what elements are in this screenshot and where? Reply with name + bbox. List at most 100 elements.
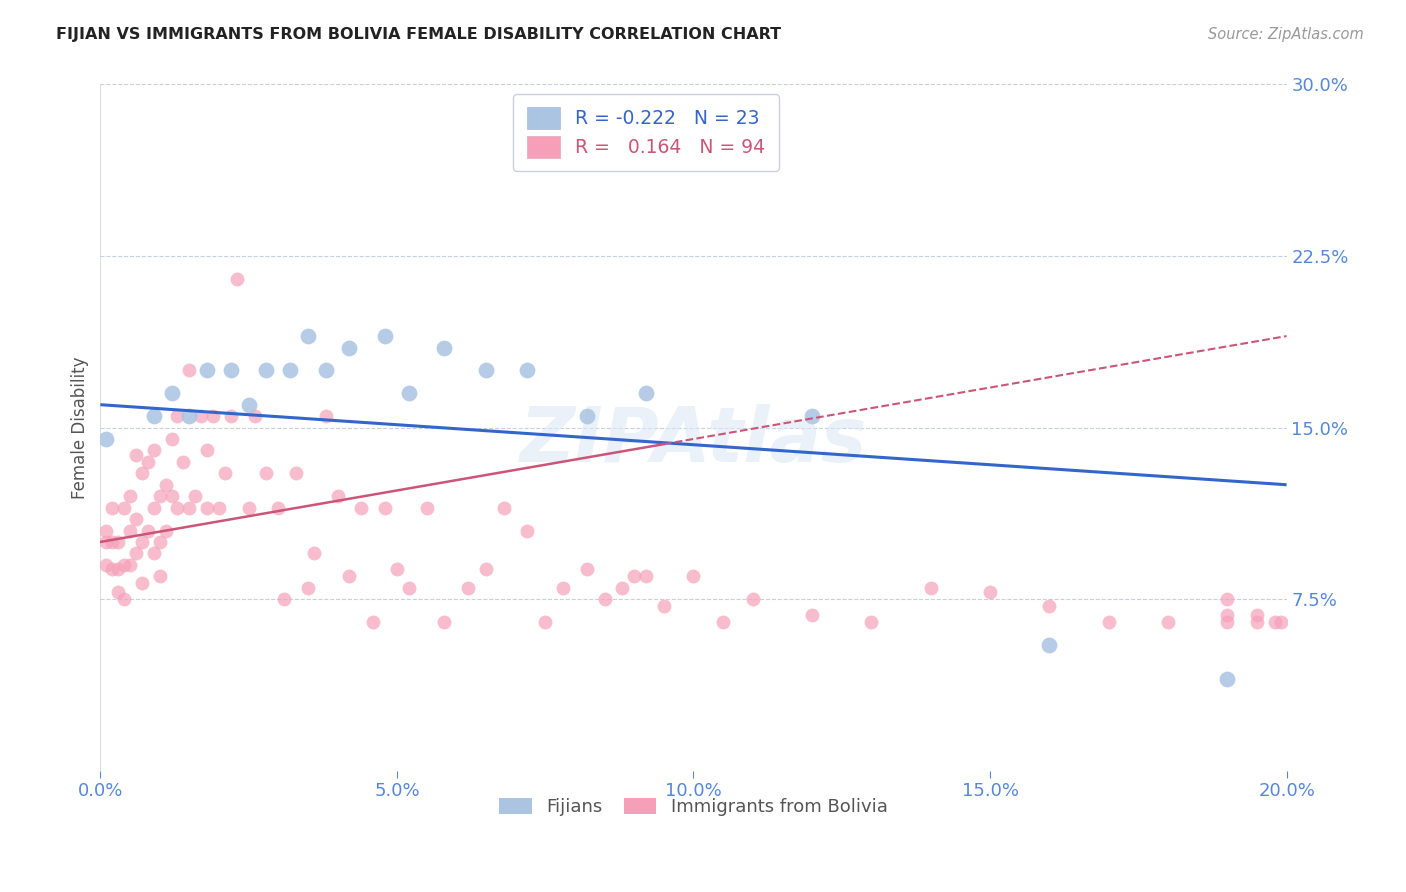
Point — [179, 500, 201, 515]
Point — [166, 500, 188, 515]
Point — [96, 432, 118, 446]
Point — [214, 467, 236, 481]
Point — [1157, 615, 1180, 629]
Point — [101, 562, 124, 576]
Point — [374, 500, 396, 515]
Point — [219, 363, 242, 377]
Point — [1038, 638, 1060, 652]
Point — [652, 599, 675, 613]
Point — [634, 569, 657, 583]
Point — [350, 500, 373, 515]
Point — [190, 409, 212, 424]
Point — [593, 592, 616, 607]
Point — [96, 535, 118, 549]
Text: FIJIAN VS IMMIGRANTS FROM BOLIVIA FEMALE DISABILITY CORRELATION CHART: FIJIAN VS IMMIGRANTS FROM BOLIVIA FEMALE… — [56, 27, 782, 42]
Point — [457, 581, 479, 595]
Point — [415, 500, 437, 515]
Point — [682, 569, 704, 583]
Point — [374, 329, 396, 343]
Point — [273, 592, 295, 607]
Point — [339, 569, 361, 583]
Point — [172, 455, 194, 469]
Point — [361, 615, 384, 629]
Point — [1216, 592, 1239, 607]
Point — [1216, 608, 1239, 623]
Point — [1038, 599, 1060, 613]
Point — [623, 569, 645, 583]
Point — [125, 448, 148, 462]
Point — [149, 569, 172, 583]
Point — [315, 409, 337, 424]
Point — [225, 272, 247, 286]
Point — [711, 615, 734, 629]
Point — [107, 535, 129, 549]
Point — [492, 500, 515, 515]
Point — [979, 585, 1001, 599]
Point — [112, 558, 135, 572]
Point — [267, 500, 290, 515]
Point — [118, 558, 141, 572]
Point — [741, 592, 763, 607]
Point — [575, 409, 598, 424]
Point — [142, 546, 165, 560]
Point — [155, 477, 177, 491]
Point — [125, 512, 148, 526]
Point — [1216, 615, 1239, 629]
Point — [136, 455, 159, 469]
Point — [149, 489, 172, 503]
Point — [195, 443, 218, 458]
Point — [534, 615, 557, 629]
Point — [682, 112, 704, 126]
Point — [278, 363, 301, 377]
Point — [326, 489, 349, 503]
Point — [118, 489, 141, 503]
Point — [160, 489, 183, 503]
Point — [107, 562, 129, 576]
Point — [166, 409, 188, 424]
Point — [612, 581, 634, 595]
Point — [96, 524, 118, 538]
Point — [107, 585, 129, 599]
Point — [516, 524, 538, 538]
Point — [433, 615, 456, 629]
Point — [131, 467, 153, 481]
Point — [112, 500, 135, 515]
Point — [1264, 615, 1286, 629]
Point — [634, 386, 657, 401]
Point — [475, 363, 498, 377]
Point — [219, 409, 242, 424]
Text: ZIPAtlas: ZIPAtlas — [520, 404, 868, 478]
Point — [131, 535, 153, 549]
Point — [160, 432, 183, 446]
Point — [339, 341, 361, 355]
Point — [285, 467, 308, 481]
Point — [297, 329, 319, 343]
Point — [101, 535, 124, 549]
Point — [302, 546, 325, 560]
Point — [208, 500, 231, 515]
Point — [96, 558, 118, 572]
Point — [118, 524, 141, 538]
Legend: Fijians, Immigrants from Bolivia: Fijians, Immigrants from Bolivia — [492, 790, 896, 823]
Point — [254, 467, 277, 481]
Point — [243, 409, 266, 424]
Point — [160, 386, 183, 401]
Point — [315, 363, 337, 377]
Point — [297, 581, 319, 595]
Point — [195, 363, 218, 377]
Point — [142, 500, 165, 515]
Point — [202, 409, 225, 424]
Point — [136, 524, 159, 538]
Point — [1098, 615, 1121, 629]
Point — [254, 363, 277, 377]
Point — [1246, 608, 1268, 623]
Point — [398, 386, 420, 401]
Point — [920, 581, 942, 595]
Point — [238, 500, 260, 515]
Point — [575, 562, 598, 576]
Point — [131, 576, 153, 591]
Point — [398, 581, 420, 595]
Point — [195, 500, 218, 515]
Point — [101, 500, 124, 515]
Point — [1246, 615, 1268, 629]
